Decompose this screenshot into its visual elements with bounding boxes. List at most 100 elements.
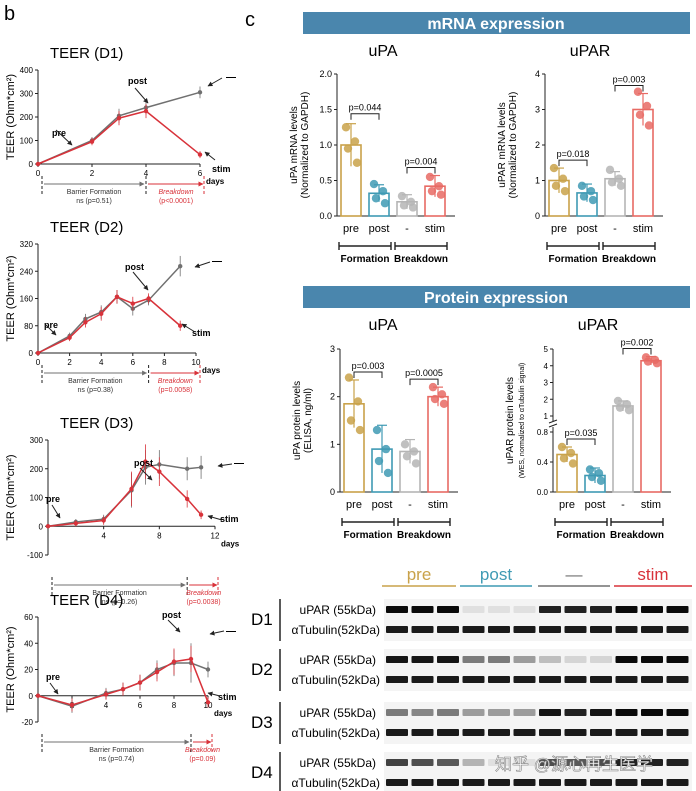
data-point-stim	[143, 108, 149, 114]
data-point-stim	[130, 301, 135, 306]
y-axis-label: uPAR mRNA levels	[497, 102, 508, 187]
y-tick-label: 0	[535, 211, 540, 221]
bar-title: uPA	[368, 317, 397, 334]
blot-header-label: —	[566, 565, 583, 584]
x-tick-label: 0	[36, 169, 41, 178]
series-line-control	[47, 463, 202, 527]
breakdown-p: (p=0.0038)	[187, 599, 221, 606]
control-label: —	[234, 458, 244, 469]
p-bracket	[566, 438, 596, 445]
control-arrow	[217, 462, 233, 468]
y-axis-sublabel: (WES, normalized to αTubulin signal)	[519, 363, 526, 478]
upar-band	[386, 759, 408, 766]
axis-break-mark	[548, 419, 558, 424]
y-tick-label: 400	[20, 66, 34, 75]
tubulin-band	[513, 729, 536, 736]
x-tick-label: 4	[99, 358, 104, 367]
tubulin-band	[666, 779, 689, 786]
replicate-point	[644, 121, 654, 130]
tubulin-band	[411, 779, 434, 786]
y-tick-label: 1.5	[319, 105, 332, 115]
tubulin-band	[437, 676, 459, 683]
tubulin-band	[386, 676, 408, 683]
x-tick-label: 4	[144, 169, 149, 178]
data-point-stim	[35, 693, 41, 698]
upar-band	[488, 709, 510, 716]
upar-band	[411, 709, 434, 716]
x-tick-label: 10	[192, 358, 201, 367]
x-axis-label: days	[221, 539, 240, 548]
tubulin-band	[590, 779, 612, 786]
y-axis-sublabel: (ELISA, ng/ml)	[303, 388, 314, 453]
upar-band	[590, 606, 612, 613]
y-tick-label: 1	[330, 439, 335, 449]
replicate-point	[343, 144, 353, 153]
upar-band	[615, 606, 638, 613]
tubulin-band	[564, 676, 587, 683]
donor-label: D2	[251, 660, 273, 679]
upar-band	[437, 709, 459, 716]
tubulin-band	[615, 676, 638, 683]
upar-band	[641, 606, 663, 613]
breakdown-p: (p=0.0058)	[158, 387, 192, 394]
upar-band	[539, 656, 561, 663]
bar-stim	[427, 395, 449, 493]
upar-band	[666, 606, 689, 613]
upar-band	[437, 656, 459, 663]
group-label: Breakdown	[397, 530, 451, 541]
y-tick-label: 40	[24, 639, 33, 648]
y-tick-label: 100	[30, 494, 44, 503]
replicate-point	[566, 448, 576, 458]
protein-banner-text: Protein expression	[424, 290, 568, 307]
data-point-control	[184, 466, 190, 471]
upar-band	[539, 759, 561, 766]
tubulin-band	[462, 779, 485, 786]
breakdown-label: Breakdown	[185, 747, 220, 754]
y-tick-label: 100	[20, 137, 34, 146]
stim-label: stim	[220, 514, 239, 524]
pre-label: pre	[44, 320, 58, 330]
group-label: Formation	[344, 530, 393, 541]
control-label: —	[226, 72, 236, 83]
replicate-point	[568, 459, 578, 468]
y-tick-label: 240	[20, 267, 34, 276]
series-line-stim	[37, 295, 181, 354]
data-point-control	[178, 263, 183, 269]
replicate-point	[587, 472, 597, 482]
barrier-label: Barrier Formation	[92, 590, 147, 597]
data-point-stim	[45, 524, 51, 529]
group-label: Breakdown	[394, 254, 448, 265]
breakdown-label: Breakdown	[158, 189, 193, 196]
y-tick-label: 300	[30, 436, 44, 445]
data-point-stim	[198, 512, 204, 517]
x-tick-label: -	[405, 223, 409, 235]
barrier-p: ns (p=0.38)	[77, 387, 113, 394]
x-tick-label: stim	[641, 499, 661, 511]
y-tick-label: 3	[535, 105, 540, 115]
replicate-point	[558, 174, 568, 183]
upar-band	[641, 709, 663, 716]
y-tick-label: 4	[535, 69, 540, 79]
tubulin-band	[641, 676, 663, 683]
replicate-point	[439, 399, 449, 409]
upar-band	[666, 656, 689, 663]
replicate-point	[350, 137, 360, 146]
upar-band	[462, 709, 485, 716]
axis-break-mark	[548, 423, 558, 428]
pre-label: pre	[46, 672, 60, 682]
data-point-stim	[114, 294, 120, 299]
y-tick-label: 320	[20, 240, 34, 249]
post-arrow	[139, 467, 153, 481]
mrna-banner	[303, 12, 690, 34]
y-tick-label: 2	[330, 392, 335, 402]
p-bracket	[353, 371, 383, 378]
y-tick-label: -100	[27, 551, 44, 560]
tubulin-band	[513, 779, 536, 786]
group-label: Breakdown	[610, 530, 664, 541]
data-point-stim	[171, 659, 177, 664]
replicate-point	[381, 444, 391, 454]
teer-title: TEER (D1)	[50, 45, 123, 62]
tubulin-band	[488, 676, 510, 683]
data-point-stim	[35, 350, 41, 356]
